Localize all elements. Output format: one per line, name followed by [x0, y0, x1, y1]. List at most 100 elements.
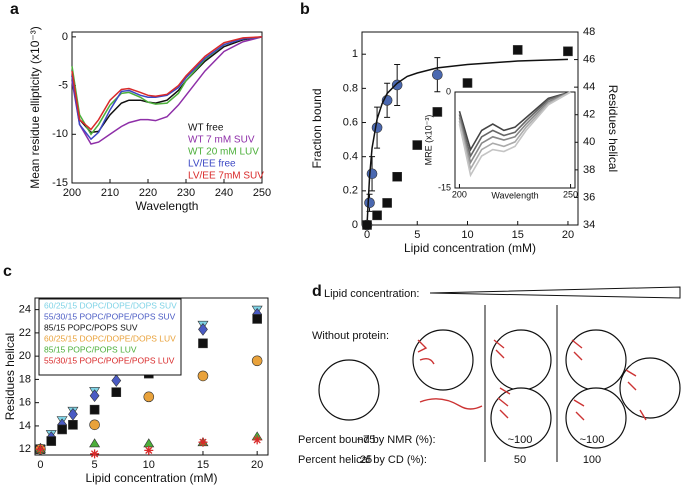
marker [144, 445, 154, 455]
marker [111, 374, 122, 387]
marker [143, 391, 155, 403]
legend-entry: WT free [188, 123, 224, 134]
x-tick-label: 250 [563, 189, 578, 199]
marker [371, 122, 383, 133]
y-tick-label: 0 [62, 31, 68, 43]
wedge [429, 286, 681, 299]
marker [111, 387, 122, 397]
marker [197, 370, 209, 382]
x-axis-label: Lipid concentration (mM) [404, 241, 536, 255]
diagram-d: d Lipid concentration: Without protein: [312, 283, 681, 462]
y-tick-label: 0 [446, 86, 451, 96]
row-value: 50 [514, 454, 526, 466]
marker [68, 419, 78, 430]
legend-entry: LV/EE free [188, 159, 236, 170]
series-line [458, 91, 571, 165]
legend-entry: LV/EE 7mM SUV [188, 171, 264, 182]
x-tick-label: 230 [177, 187, 195, 199]
legend-entry: 60/25/15 DOPC/DOPE/DOPS LUV [44, 333, 176, 343]
y-tick-label: 1 [352, 48, 358, 60]
y-tick-label: 0.6 [343, 116, 358, 128]
y-tick-label: -5 [58, 79, 68, 91]
x-axis-label: Wavelength [491, 190, 538, 200]
x-axis-label: Wavelength [136, 199, 199, 213]
marker [412, 140, 423, 150]
series-line [458, 91, 571, 171]
legend-entry: WT 7 mM SUV [188, 135, 255, 146]
y2-tick-label: 40 [583, 136, 595, 148]
y-tick-label: 14 [19, 420, 31, 432]
x-tick-label: 210 [101, 187, 119, 199]
marker [563, 46, 573, 57]
y2-tick-label: 44 [583, 81, 595, 93]
y-tick-label: 18 [19, 373, 31, 385]
marker [198, 437, 208, 447]
marker [382, 198, 392, 208]
y-tick-label: 22 [19, 327, 31, 339]
series-line [458, 91, 571, 178]
x-tick-label: 15 [197, 459, 209, 471]
y-tick-label: -15 [52, 177, 68, 189]
row-value: ~100 [580, 434, 605, 446]
y-tick-label: 0 [352, 219, 358, 231]
marker [364, 197, 375, 209]
marker [46, 436, 57, 446]
y2-axis-label: Residues helical [606, 85, 620, 172]
x-tick-label: 5 [92, 459, 98, 471]
marker [252, 435, 262, 445]
peptides [417, 339, 647, 421]
marker [362, 220, 372, 230]
y2-tick-label: 38 [583, 164, 595, 176]
y-axis-label: Residues helical [3, 333, 17, 420]
series-line [458, 91, 571, 159]
x-tick-label: 20 [562, 229, 574, 241]
x-tick-label: 10 [461, 229, 473, 241]
legend-box [38, 298, 182, 376]
row-label: Percent bound by NMR (%): [298, 434, 436, 446]
legend-entry: 55/30/15 POPC/POPE/POPS SUV [44, 311, 176, 321]
x-axis-label: Lipid concentration (mM) [85, 471, 217, 485]
chart-3: 0 5 10 15 20 12 14 16 18 20 22 24 c Lipid concentrati… [3, 263, 269, 485]
row-value: ~75 [357, 434, 376, 446]
marker [462, 78, 473, 88]
panel-label: c [3, 263, 12, 280]
marker [512, 45, 523, 55]
y-tick-label: -10 [52, 128, 68, 140]
y-tick-label: 20 [19, 350, 31, 362]
marker [252, 314, 262, 324]
plot-frame [71, 31, 263, 184]
marker [432, 69, 443, 80]
lipid-concentration: Lipid concentration: [324, 288, 419, 300]
legend-entry: WT 20 mM LUV [188, 147, 259, 158]
legend-entry: 55/30/15 POPC/POPE/POPS LUV [44, 355, 175, 365]
marker [372, 210, 382, 221]
series-line [458, 91, 571, 152]
y2-tick-label: 36 [583, 191, 595, 203]
y-tick-label: 0.2 [343, 185, 358, 197]
marker [57, 424, 67, 435]
panel-label: b [300, 1, 310, 18]
x-tick-label: 200 [63, 187, 81, 199]
x-tick-label: 10 [143, 459, 155, 471]
row-value: ~100 [508, 434, 533, 446]
marker [251, 355, 263, 367]
chart-2: 200 250 0 -15 Wavelength MRE (x10⁻³) [423, 86, 578, 200]
x-tick-label: 15 [512, 229, 524, 241]
legend-entry: 85/15 POPC/POPS LUV [44, 344, 137, 354]
series-line [71, 36, 263, 145]
y-tick-label: 0.8 [343, 82, 358, 94]
x-tick-label: 240 [215, 187, 233, 199]
marker [89, 404, 100, 415]
marker [198, 323, 208, 336]
vesicles [318, 329, 681, 449]
y-tick-label: 24 [19, 304, 31, 316]
marker [89, 438, 101, 448]
chart-0: 200 210 220 230 240 250 0 -5 -10 -15 a Wavelength Me… [10, 1, 271, 213]
y-axis-label: Mean residue ellipticity (x10⁻³) [28, 26, 42, 188]
row-value: 25 [360, 454, 372, 466]
y-tick-label: 0.4 [343, 151, 358, 163]
row-label: Percent helical by CD (%): [298, 454, 427, 466]
marker [89, 389, 100, 403]
plot-frame [454, 91, 576, 189]
marker [90, 449, 100, 459]
